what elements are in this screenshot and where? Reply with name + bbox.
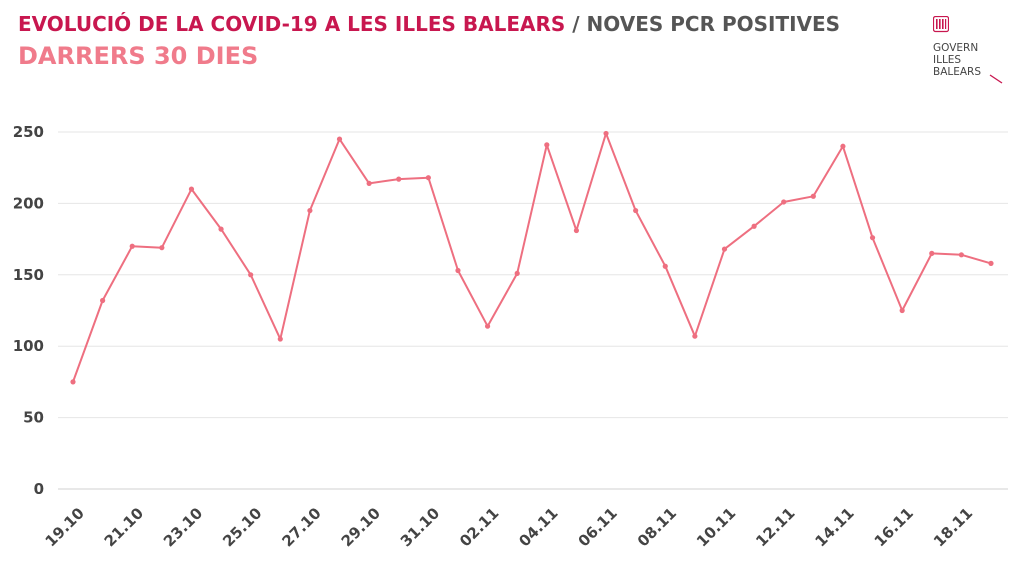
series-layer (70, 130, 994, 385)
data-point (929, 250, 935, 256)
x-tick-label: 08.11 (634, 504, 680, 550)
period-label: DARRERS 30 DIES (18, 42, 259, 70)
y-tick-label: 250 (13, 123, 44, 141)
data-point (721, 246, 728, 252)
x-tick-label: 21.10 (101, 504, 147, 550)
data-point (662, 263, 668, 269)
data-point (573, 227, 580, 234)
data-point (218, 226, 224, 232)
data-point (603, 130, 609, 137)
x-tick-label: 27.10 (278, 504, 324, 550)
y-tick-label: 0 (34, 480, 44, 498)
title-subtitle: NOVES PCR POSITIVES (586, 12, 841, 36)
title-main: EVOLUCIÓ DE LA COVID-19 A LES ILLES BALE… (18, 12, 566, 36)
data-point (366, 180, 372, 187)
x-tick-label: 29.10 (338, 504, 384, 550)
data-point (751, 223, 757, 229)
data-point (455, 267, 461, 274)
y-tick-label: 150 (13, 266, 44, 284)
data-point (899, 307, 905, 314)
title-separator: / (572, 12, 580, 36)
data-point (70, 379, 76, 385)
y-tick-label: 50 (23, 409, 44, 427)
data-point (336, 136, 343, 142)
data-point (840, 143, 846, 149)
x-tick-label: 18.11 (930, 504, 976, 550)
data-point (781, 199, 787, 205)
data-point (188, 186, 195, 192)
data-point (425, 175, 431, 181)
series-line (72, 132, 992, 383)
chart-header: EVOLUCIÓ DE LA COVID-19 A LES ILLES BALE… (18, 10, 840, 72)
data-point (248, 272, 254, 278)
data-point (514, 270, 520, 276)
y-tick-label: 100 (13, 337, 44, 355)
data-point (307, 207, 313, 214)
y-tick-label: 200 (13, 194, 44, 212)
data-point (810, 193, 816, 199)
govern-illes-balears-logo: GOVERN ILLES BALEARS (931, 14, 1011, 86)
logo-slash-icon (989, 74, 1003, 84)
grid-lines (58, 131, 1008, 490)
x-tick-label: 16.11 (871, 504, 917, 550)
x-tick-label: 04.11 (515, 504, 561, 550)
data-point (396, 176, 402, 182)
data-point (100, 297, 106, 304)
data-point (958, 252, 964, 258)
x-axis-ticks: 19.10 21.10 23.10 25.10 27.10 29.10 31.10 02.11… (42, 504, 977, 550)
x-tick-label: 12.11 (752, 504, 798, 550)
x-tick-label: 10.11 (693, 504, 739, 550)
y-axis-ticks: 0 50 100 150 200 250 (13, 123, 44, 498)
x-tick-label: 31.10 (397, 504, 443, 550)
x-tick-label: 06.11 (575, 504, 621, 550)
data-point (159, 245, 165, 251)
data-point (129, 243, 135, 249)
data-point (277, 336, 283, 342)
data-point (692, 333, 698, 339)
data-point (869, 235, 876, 241)
data-point (484, 323, 491, 329)
x-tick-label: 14.11 (811, 504, 857, 550)
x-tick-label: 19.10 (42, 504, 88, 550)
logo-line-2: ILLES (933, 54, 962, 66)
data-point (988, 260, 994, 266)
data-point (544, 142, 550, 148)
logo-emblem-icon (933, 16, 949, 33)
x-tick-label: 23.10 (160, 504, 206, 550)
x-tick-label: 25.10 (219, 504, 265, 550)
data-point (633, 207, 639, 214)
x-tick-label: 02.11 (456, 504, 502, 550)
logo-line-1: GOVERN (933, 42, 979, 54)
logo-text: GOVERN ILLES BALEARS (933, 42, 981, 78)
logo-line-3: BALEARS (933, 66, 982, 78)
chart-title: EVOLUCIÓ DE LA COVID-19 A LES ILLES BALE… (18, 10, 840, 38)
